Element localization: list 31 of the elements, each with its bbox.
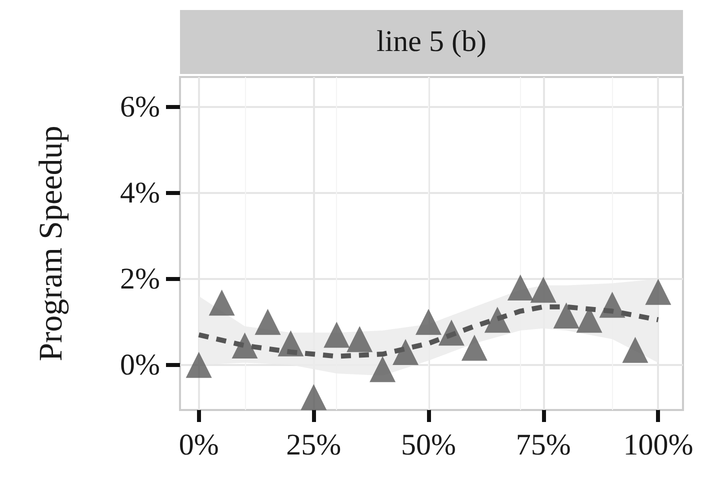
point (599, 292, 626, 318)
point (186, 352, 212, 378)
point (346, 326, 373, 352)
point (300, 384, 327, 410)
point (232, 332, 258, 359)
x-tick-label: 25% (286, 428, 342, 462)
point (553, 302, 580, 328)
point (278, 330, 304, 356)
point (416, 308, 442, 335)
point (484, 306, 510, 333)
point (370, 356, 396, 382)
point (622, 336, 648, 363)
point (507, 274, 534, 301)
point (208, 290, 235, 316)
y-tick-label: 0% (120, 348, 160, 382)
point (324, 322, 350, 348)
point (392, 338, 419, 365)
y-tick-label: 6% (120, 90, 160, 124)
point (438, 320, 464, 346)
x-tick-label: 75% (516, 428, 571, 462)
x-tick-label: 100% (623, 428, 694, 462)
point (530, 276, 556, 303)
y-tick-label: 2% (120, 262, 160, 296)
point (254, 308, 281, 335)
chart-title: line 5 (b) (180, 10, 683, 74)
point (645, 278, 672, 305)
x-tick-label: 0% (178, 428, 219, 462)
x-tick-label: 50% (401, 428, 456, 462)
point (461, 334, 488, 361)
y-axis-title: Program Speedup (34, 126, 70, 362)
y-tick-label: 4% (120, 176, 160, 210)
